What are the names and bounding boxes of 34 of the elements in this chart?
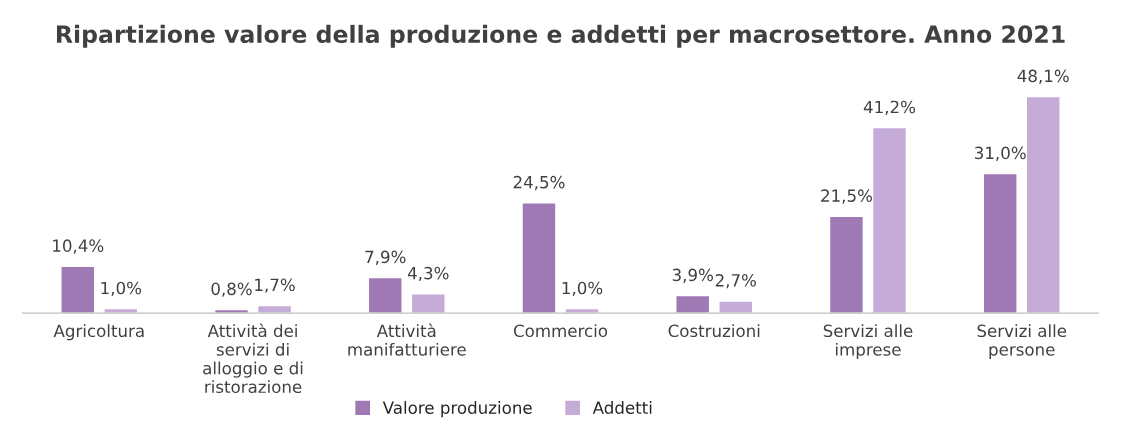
bar — [367, 276, 403, 314]
x-tick-label: Attività dei servizi di alloggio e di ristorazione — [203, 323, 303, 394]
chart-title: Ripartizione valore della produzione e addetti per macrosettore. Anno 2021 — [56, 24, 1065, 48]
bar — [410, 293, 446, 314]
x-tick-label: Servizi alle persone — [977, 324, 1067, 360]
x-tick-label: Commercio — [513, 324, 608, 338]
x-tick-label: Costruzioni — [668, 324, 760, 338]
bar — [828, 215, 865, 314]
data-label: 41,2% — [863, 100, 916, 115]
data-label: 3,9% — [672, 268, 713, 283]
legend-label: Valore produzione — [382, 401, 532, 418]
bar — [871, 126, 908, 314]
data-label: 24,5% — [513, 175, 565, 191]
x-tick-label: Attività manifatturiere — [348, 323, 466, 356]
bar — [1025, 95, 1061, 314]
data-label: 7,9% — [365, 250, 406, 265]
data-label: 0,8% — [211, 282, 252, 297]
bar — [718, 300, 754, 314]
data-label: 1,0% — [562, 281, 603, 296]
bar — [982, 172, 1018, 314]
x-tick-label: Agricoltura — [53, 324, 144, 341]
bar — [675, 294, 711, 314]
x-tick-label: Servizi alle imprese — [823, 324, 913, 360]
bar — [521, 202, 557, 314]
data-label: 4,3% — [407, 266, 449, 282]
data-label: 1,7% — [255, 278, 295, 293]
data-label: 48,1% — [1017, 69, 1069, 84]
data-label: 21,5% — [821, 189, 872, 204]
bar — [60, 265, 96, 314]
data-label: 1,0% — [101, 281, 142, 296]
data-label: 10,4% — [53, 239, 104, 254]
legend-label: Addetti — [592, 401, 652, 414]
data-label: 31,0% — [974, 146, 1026, 161]
data-label: 2,7% — [715, 274, 757, 289]
